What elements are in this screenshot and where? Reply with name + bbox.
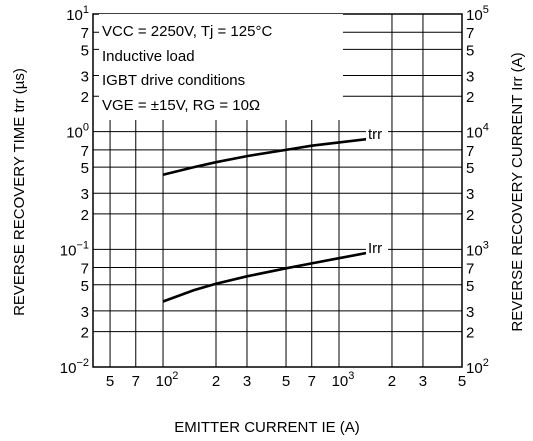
annotation-box: VCC = 2250V, Tj = 125°C Inductive load I… (102, 23, 272, 114)
right-y-axis-label: REVERSE RECOVERY CURRENT Irr (A) (509, 52, 526, 331)
right-y-tick-label: 3 (466, 69, 474, 86)
series-label-irr: Irr (368, 240, 382, 257)
right-y-tick-label: 3 (466, 186, 474, 203)
right-y-tick-label: 5 (466, 278, 474, 295)
annotation-line-3: IGBT drive conditions (102, 72, 245, 89)
left-y-tick-label: 2 (81, 325, 89, 342)
x-axis-label: EMITTER CURRENT IE (A) (174, 419, 360, 436)
x-tick-label: 2 (212, 373, 220, 390)
right-y-tick-label: 103 (466, 239, 489, 259)
annotation-line-1: VCC = 2250V, Tj = 125°C (102, 23, 272, 40)
right-y-tick-label: 5 (466, 42, 474, 59)
left-y-tick-label: 5 (81, 160, 89, 177)
left-y-tick-label: 3 (81, 69, 89, 86)
annotation-line-4: VGE = ±15V, RG = 10Ω (102, 97, 260, 114)
x-tick-label: 3 (419, 373, 427, 390)
left-y-tick-label: 7 (81, 143, 89, 160)
right-y-tick-label: 7 (466, 25, 474, 42)
left-y-tick-label: 5 (81, 278, 89, 295)
right-y-tick-label: 3 (466, 304, 474, 321)
right-y-tick-label: 2 (466, 89, 474, 106)
left-y-tick-label: 2 (81, 207, 89, 224)
series-line-trr (162, 136, 376, 177)
x-tick-label: 5 (458, 373, 466, 390)
x-tick-label: 102 (156, 370, 179, 390)
series-label-trr: trr (368, 126, 382, 143)
left-y-tick-label: 5 (81, 42, 89, 59)
left-y-tick-label: 101 (66, 4, 89, 24)
right-y-tick-label: 5 (466, 160, 474, 177)
right-y-tick-label: 105 (466, 4, 489, 24)
left-y-tick-label: 7 (81, 261, 89, 278)
annotation-background (99, 14, 343, 120)
x-tick-label: 5 (282, 373, 290, 390)
x-tick-label: 7 (308, 373, 316, 390)
left-y-tick-label: 3 (81, 186, 89, 203)
irr-label-background (366, 238, 388, 258)
right-y-tick-label: 102 (466, 357, 489, 377)
left-y-tick-label: 10−1 (60, 239, 89, 259)
left-y-tick-label: 3 (81, 304, 89, 321)
x-tick-label: 2 (388, 373, 396, 390)
left-y-tick-label: 2 (81, 89, 89, 106)
x-tick-label: 103 (332, 370, 355, 390)
x-tick-label: 5 (106, 373, 114, 390)
right-y-tick-label: 104 (466, 122, 489, 142)
x-tick-label: 3 (243, 373, 251, 390)
trr-label-background (366, 124, 388, 144)
series-line-irr (162, 250, 376, 303)
right-y-tick-label: 7 (466, 143, 474, 160)
left-y-tick-label: 10−2 (60, 357, 89, 377)
left-y-axis-label: REVERSE RECOVERY TIME trr (µs) (11, 68, 28, 316)
x-tick-labels: 5 7 102 2 3 5 7 103 2 3 5 (106, 370, 466, 390)
left-y-tick-label: 100 (66, 122, 89, 142)
left-y-tick-label: 7 (81, 25, 89, 42)
x-tick-label: 7 (132, 373, 140, 390)
right-y-tick-label: 7 (466, 261, 474, 278)
series-group (162, 136, 376, 303)
annotation-line-2: Inductive load (102, 48, 195, 65)
right-y-tick-label: 2 (466, 325, 474, 342)
right-y-tick-label: 2 (466, 207, 474, 224)
